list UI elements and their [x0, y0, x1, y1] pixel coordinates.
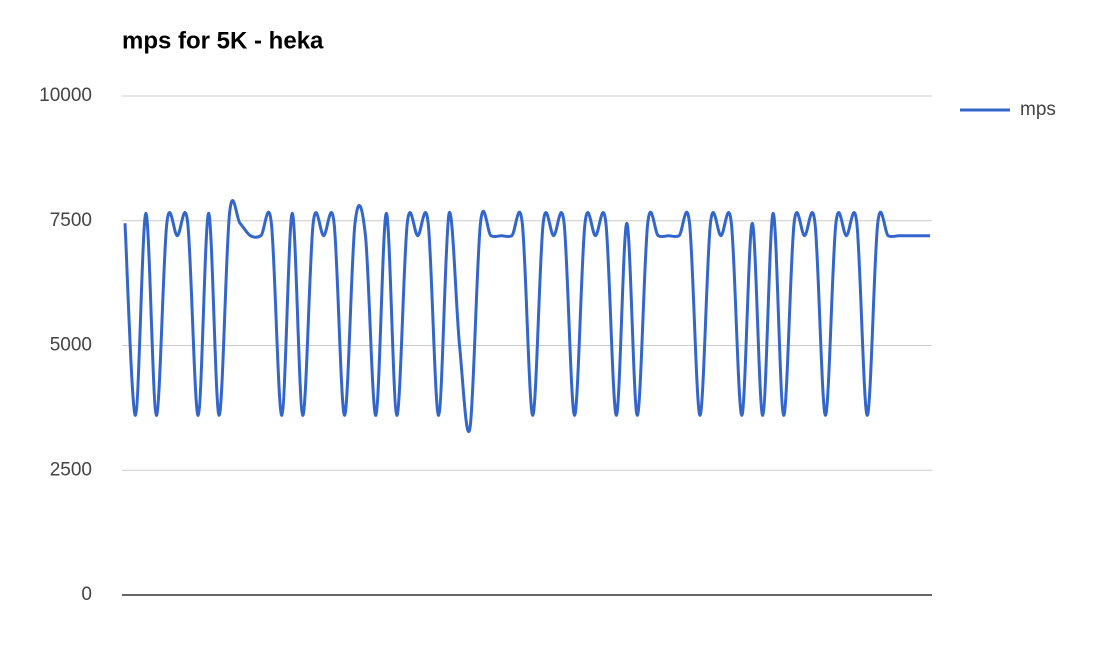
y-tick-label: 0: [81, 584, 92, 605]
chart-title: mps for 5K - heka: [122, 27, 324, 54]
legend-label: mps: [1020, 99, 1056, 120]
line-series: [123, 199, 930, 433]
y-tick-label: 5000: [50, 335, 92, 356]
y-tick-label: 7500: [50, 210, 92, 231]
y-tick-label: 2500: [50, 459, 92, 480]
y-tick-label: 10000: [39, 85, 92, 106]
